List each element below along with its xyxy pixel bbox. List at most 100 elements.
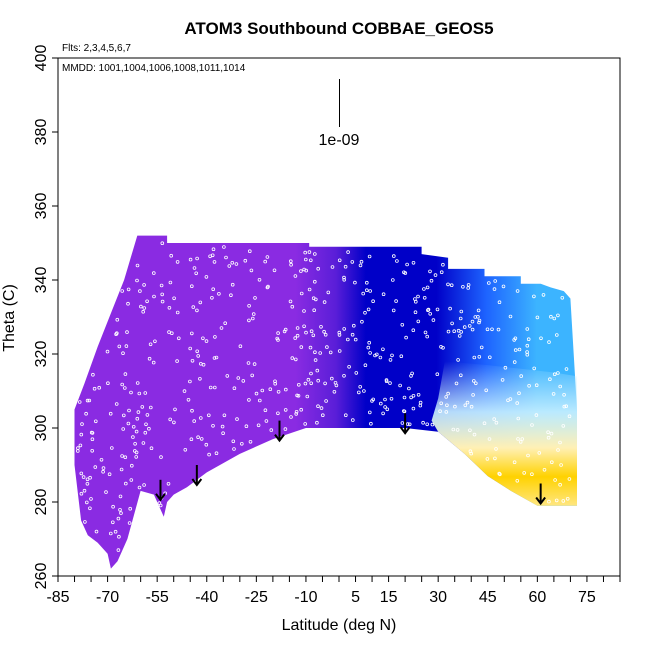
observation-dot <box>323 381 327 386</box>
observation-dot <box>288 259 293 264</box>
observation-dot <box>289 415 293 419</box>
observation-dot <box>83 520 87 524</box>
observation-dot <box>79 471 84 476</box>
observation-dot <box>532 366 536 371</box>
observation-dot <box>363 363 368 368</box>
observation-dot <box>468 428 472 433</box>
observation-dot <box>313 358 318 362</box>
observation-dot <box>296 382 301 387</box>
observation-dot <box>247 303 251 308</box>
observation-dot <box>85 500 89 505</box>
observation-dot <box>319 324 323 329</box>
observation-dot <box>343 413 348 418</box>
observation-dot <box>313 297 318 302</box>
observation-dot <box>399 354 404 359</box>
observation-dot <box>470 327 475 332</box>
observation-dot <box>113 529 118 534</box>
observation-dot <box>256 423 261 428</box>
observation-dot <box>305 394 310 399</box>
observation-dot <box>88 506 92 511</box>
observation-dot <box>201 336 205 341</box>
observation-dot <box>135 263 140 268</box>
observation-dot <box>546 435 551 440</box>
observation-dot <box>390 353 394 358</box>
observation-dot <box>490 327 494 332</box>
observation-dot <box>263 408 268 413</box>
observation-dot <box>251 316 255 321</box>
observation-dot <box>561 424 566 428</box>
x-tick-label: -85 <box>46 589 69 606</box>
observation-dot <box>120 289 124 293</box>
observation-dot <box>152 271 156 275</box>
observation-dot <box>127 408 131 413</box>
observation-dot <box>120 454 124 458</box>
observation-dot <box>121 427 125 431</box>
observation-dot <box>186 397 191 402</box>
observation-dot <box>76 449 80 453</box>
observation-dot <box>416 294 420 299</box>
observation-dot <box>472 355 477 360</box>
x-tick-label: 30 <box>429 589 447 606</box>
x-tick-label: -55 <box>146 589 169 606</box>
observation-dot <box>320 413 325 418</box>
observation-dot <box>373 353 377 358</box>
observation-dot <box>142 483 146 487</box>
observation-dot <box>384 378 389 382</box>
x-tick-label: -10 <box>294 589 317 606</box>
observation-dot <box>497 471 502 476</box>
observation-dot <box>303 257 308 262</box>
observation-dot <box>85 398 90 403</box>
observation-dot <box>290 304 295 309</box>
observation-dot <box>111 520 115 525</box>
observation-dot <box>276 411 280 416</box>
observation-dot <box>516 437 520 441</box>
observation-dot <box>190 331 194 336</box>
observation-dot <box>477 320 481 325</box>
observation-dot <box>117 534 121 539</box>
observation-dot <box>122 413 126 418</box>
observation-dot <box>354 371 359 375</box>
observation-dot <box>222 245 226 249</box>
observation-dot <box>166 481 171 486</box>
observation-dot <box>307 250 312 254</box>
observation-dot <box>461 284 465 289</box>
observation-dot <box>299 407 304 412</box>
observation-dot <box>425 422 430 427</box>
observation-dot <box>318 351 323 355</box>
observation-dot <box>214 355 219 360</box>
observation-dot <box>108 411 113 416</box>
observation-dot <box>494 420 499 425</box>
observation-dot <box>422 295 427 300</box>
observation-dot <box>172 420 176 425</box>
observation-dot <box>219 326 224 330</box>
observation-dot <box>175 359 179 363</box>
x-tick-label: 15 <box>380 589 398 606</box>
observation-dot <box>128 506 133 511</box>
observation-dot <box>182 389 187 393</box>
observation-dot <box>248 439 253 444</box>
observation-dot <box>89 497 93 501</box>
x-tick-label: 45 <box>479 589 497 606</box>
observation-dot <box>405 422 410 426</box>
observation-dot <box>466 283 471 287</box>
observation-dot <box>455 428 460 432</box>
observation-dot <box>198 300 203 305</box>
observation-dot <box>177 336 181 341</box>
observation-dot <box>288 299 293 304</box>
observation-dot <box>371 299 375 304</box>
observation-dot <box>309 381 314 386</box>
observation-dot <box>553 478 557 482</box>
observation-dot <box>167 305 172 310</box>
observation-dot <box>135 278 139 283</box>
observation-dot <box>473 381 478 386</box>
observation-dot <box>367 340 372 345</box>
observation-dot <box>405 262 409 267</box>
observation-dot <box>88 475 92 480</box>
observation-dot <box>223 321 228 326</box>
observation-dot <box>457 334 462 338</box>
x-tick-label: -40 <box>195 589 218 606</box>
observation-dot <box>534 383 539 388</box>
observation-dot <box>231 439 236 444</box>
observation-dot <box>411 260 416 265</box>
observation-dot <box>257 277 262 282</box>
